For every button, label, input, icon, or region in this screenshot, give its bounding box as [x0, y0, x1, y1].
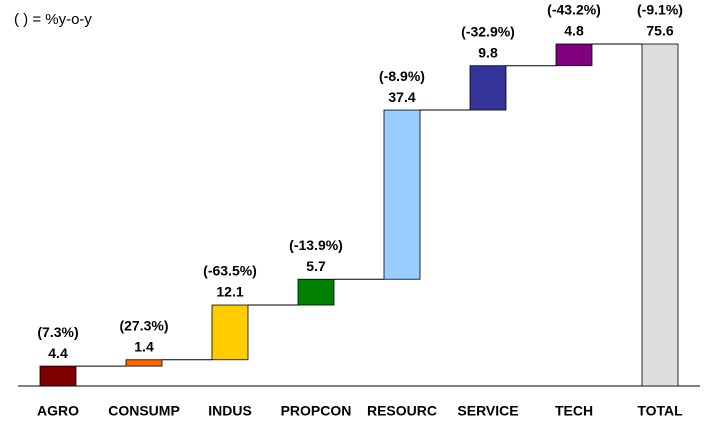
- bar: [297, 278, 335, 306]
- change-label: (-8.9%): [379, 68, 425, 84]
- bar: [39, 365, 77, 387]
- bar: [641, 43, 679, 387]
- bar: [555, 43, 593, 67]
- x-tick-label: SERVICE: [457, 403, 518, 419]
- bar: [211, 304, 249, 361]
- change-label: (-13.9%): [289, 237, 343, 253]
- bar: [383, 109, 421, 280]
- bar: [125, 359, 163, 367]
- x-tick-label: PROPCON: [281, 403, 352, 419]
- value-label: 4.8: [564, 23, 584, 39]
- change-label: (-9.1%): [637, 2, 683, 18]
- x-tick-label: AGRO: [37, 403, 79, 419]
- value-label: 75.6: [646, 23, 673, 39]
- x-tick-label: RESOURC: [367, 403, 437, 419]
- value-label: 5.7: [306, 258, 326, 274]
- change-label: (-63.5%): [203, 263, 257, 279]
- x-tick-label: TOTAL: [637, 403, 683, 419]
- value-label: 1.4: [134, 338, 154, 354]
- change-label: (7.3%): [37, 324, 78, 340]
- value-label: 4.4: [48, 345, 68, 361]
- x-tick-label: CONSUMP: [108, 403, 180, 419]
- legend-note: ( ) = %y-o-y: [14, 11, 92, 28]
- change-label: (27.3%): [119, 317, 168, 333]
- x-tick-label: INDUS: [208, 403, 252, 419]
- value-label: 12.1: [216, 284, 243, 300]
- x-tick-label: TECH: [555, 403, 593, 419]
- change-label: (-32.9%): [461, 23, 515, 39]
- value-label: 9.8: [478, 44, 498, 60]
- bar: [469, 65, 507, 111]
- change-label: (-43.2%): [547, 2, 601, 18]
- value-label: 37.4: [388, 89, 415, 105]
